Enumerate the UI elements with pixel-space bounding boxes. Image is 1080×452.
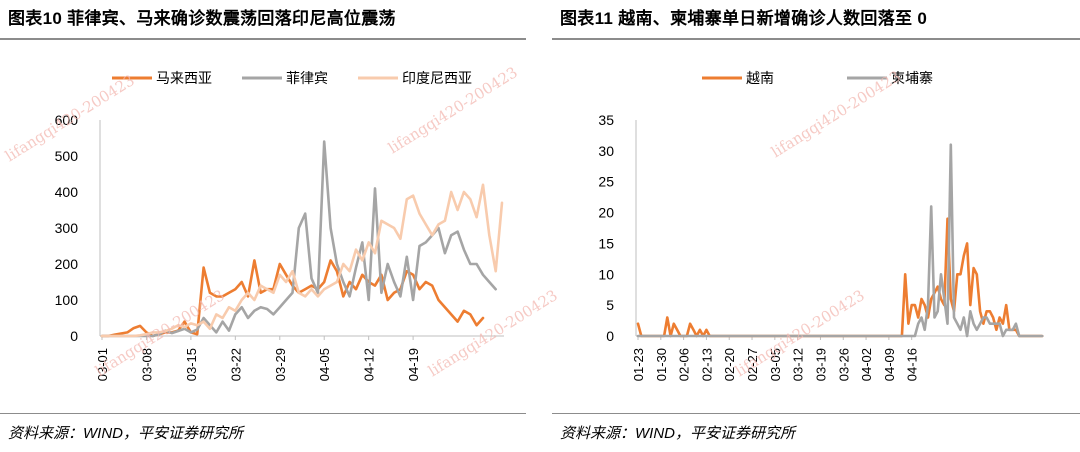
- y-tick-label: 0: [606, 328, 614, 344]
- series-line-柬埔寨: [636, 143, 1044, 338]
- x-tick-label: 02-13: [699, 348, 714, 381]
- y-tick-label: 400: [55, 184, 79, 200]
- x-tick-label: 04-05: [317, 348, 332, 381]
- x-tick-label: 04-16: [905, 348, 920, 381]
- right-title-rule: [552, 38, 1080, 40]
- y-tick-label: 30: [598, 143, 614, 159]
- right-panel: 图表11 越南、柬埔寨单日新增确诊人数回落至 0 0 5 10 15 20 25 30 35 0…: [552, 0, 1080, 452]
- x-tick-label: 03-12: [791, 348, 806, 381]
- x-tick-label: 01-23: [631, 348, 646, 381]
- y-tick-label: 600: [55, 112, 79, 128]
- left-title-rule: [0, 38, 526, 40]
- right-chart-title: 图表11 越南、柬埔寨单日新增确诊人数回落至 0: [560, 9, 928, 28]
- legend-label: 印度尼西亚: [402, 70, 472, 86]
- y-tick-label: 10: [598, 266, 614, 282]
- x-tick-label: 03-22: [228, 348, 243, 381]
- y-tick-label: 20: [598, 205, 614, 221]
- y-tick-label: 100: [55, 292, 79, 308]
- left-panel: 图表10 菲律宾、马来确诊数震荡回落印尼高位震荡 0 100 200 300 400 50…: [0, 0, 526, 452]
- x-tick-label: 01-30: [654, 348, 669, 381]
- right-line-chart: 0 5 10 15 20 25 30 35 01-23 01-30 02-06 02-13 02-20 0…: [598, 70, 1044, 381]
- x-tick-label: 04-19: [406, 348, 421, 381]
- x-tick-label: 04-09: [882, 348, 897, 381]
- y-tick-label: 0: [70, 328, 78, 344]
- y-tick-label: 200: [55, 256, 79, 272]
- y-tick-label: 5: [606, 297, 614, 313]
- x-tick-label: 02-20: [722, 348, 737, 381]
- left-chart-title: 图表10 菲律宾、马来确诊数震荡回落印尼高位震荡: [8, 9, 396, 28]
- x-tick-label: 04-02: [859, 348, 874, 381]
- y-tick-label: 25: [598, 174, 614, 190]
- legend-label: 菲律宾: [286, 70, 328, 86]
- y-tick-label: 500: [55, 148, 79, 164]
- right-source-rule: [552, 413, 1080, 414]
- left-source-rule: [0, 413, 526, 414]
- x-tick-label: 03-26: [836, 348, 851, 381]
- x-tick-label: 03-19: [813, 348, 828, 381]
- x-tick-label: 03-01: [95, 348, 110, 381]
- x-tick-label: 03-05: [768, 348, 783, 381]
- legend-label: 马来西亚: [156, 70, 212, 86]
- x-tick-label: 03-08: [139, 348, 154, 381]
- x-tick-label: 03-29: [273, 348, 288, 381]
- series-line-菲律宾: [100, 140, 497, 338]
- left-line-chart: 0 100 200 300 400 500 600 03-01 03-08 03-15 03-22 0…: [55, 70, 504, 381]
- right-source-note: 资料来源：WIND，平安证券研究所: [560, 425, 795, 442]
- x-tick-label: 03-15: [184, 348, 199, 381]
- series-line-越南: [636, 217, 1044, 338]
- left-source-note: 资料来源：WIND，平安证券研究所: [8, 425, 243, 442]
- y-tick-label: 300: [55, 220, 79, 236]
- legend-label: 越南: [746, 70, 774, 86]
- x-tick-label: 04-12: [362, 348, 377, 381]
- y-tick-label: 35: [598, 112, 614, 128]
- x-tick-label: 02-06: [677, 348, 692, 381]
- legend-label: 柬埔寨: [891, 70, 933, 86]
- x-tick-label: 02-27: [745, 348, 760, 381]
- series-line-印度尼西亚: [100, 183, 504, 338]
- y-tick-label: 15: [598, 235, 614, 251]
